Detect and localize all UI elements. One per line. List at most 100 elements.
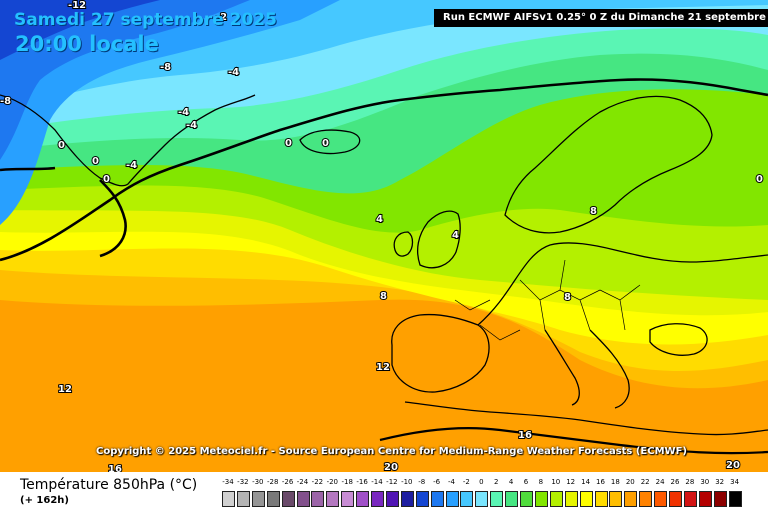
contour-label: 20 (384, 462, 398, 472)
legend-swatch (475, 491, 489, 507)
legend-tick-label: -16 (356, 478, 368, 486)
contour-label: 0 (92, 156, 99, 167)
legend-swatch (579, 491, 593, 507)
legend-tick-label: -14 (371, 478, 383, 486)
legend-swatch (728, 491, 742, 507)
legend-swatch (385, 491, 399, 507)
legend-tick-label: -12 (386, 478, 398, 486)
legend-swatch (698, 491, 712, 507)
legend-swatch (222, 491, 235, 507)
legend-tick-label: 14 (581, 478, 591, 486)
contour-label: -2 (216, 12, 227, 23)
copyright-notice: Copyright © 2025 Meteociel.fr - Source E… (96, 446, 687, 457)
legend-tick-label: -10 (401, 478, 413, 486)
legend-tick-label: -34 (222, 478, 234, 486)
legend-tick-label: -26 (281, 478, 294, 486)
legend-tick-label: 4 (508, 478, 514, 486)
forecast-date: Samedi 27 septembre 2025 (14, 10, 277, 30)
color-band-minus12 (0, 0, 160, 60)
black-sea-coast (649, 323, 708, 356)
contour-label: -8 (0, 96, 11, 107)
legend-tick-label: 34 (730, 478, 740, 486)
legend-tick-label: -18 (341, 478, 353, 486)
contour-label: 8 (380, 291, 387, 302)
legend-tick-label: 2 (493, 478, 499, 486)
contour-label: 0 (58, 140, 65, 151)
temperature-map: -12 -2 -8 -4 -4 -4 -4 0 0 0 0 0 0 4 4 8 … (0, 0, 768, 472)
balkans-coast (589, 329, 630, 409)
contour-label: 0 (285, 138, 292, 149)
legend-tick-label: 0 (479, 478, 484, 486)
legend-swatch (564, 491, 578, 507)
greenland-coast (0, 94, 256, 187)
legend-swatch (326, 491, 340, 507)
color-band-minus8 (0, 0, 250, 160)
legend-tick-label: 12 (566, 478, 576, 486)
legend-swatch (490, 491, 504, 507)
contour-label: 8 (564, 292, 571, 303)
color-legend: -34 -32 -30 -28 -26 -24 -22 -20 -18 -16 -14 -12 -10-… (222, 478, 752, 508)
lead-time: (+ 162h) (20, 495, 69, 506)
contour-label: -4 (228, 67, 239, 78)
forecast-time: 20:00 locale (15, 32, 159, 56)
contour-label: -4 (178, 107, 189, 118)
legend-tick-label: -24 (296, 478, 309, 486)
legend-tick-label: 6 (523, 478, 529, 486)
legend-tick-label: 28 (685, 478, 695, 486)
contour-label: 0 (756, 174, 763, 185)
italy-coast (544, 329, 580, 406)
legend-tick-label: 30 (700, 478, 710, 486)
legend-tick-label: -4 (448, 478, 455, 486)
contour-label: -4 (126, 160, 137, 171)
legend-swatch (251, 491, 265, 507)
legend-tick-label: 26 (670, 478, 680, 486)
iberia-coast (391, 313, 490, 393)
legend-tick-label: 16 (596, 478, 605, 486)
model-run-info: Run ECMWF AIFSv1 0.25° 0 Z du Dimanche 2… (434, 9, 768, 27)
legend-tick-label: -20 (326, 478, 339, 486)
legend-swatch (654, 491, 668, 507)
contour-label: 4 (452, 230, 459, 241)
isotherm-16 (379, 426, 768, 455)
isotherm-0-west (0, 166, 56, 172)
legend-swatch (683, 491, 697, 507)
contour-label: 16 (518, 430, 532, 441)
legend-swatch (669, 491, 682, 507)
legend-tick-label: 8 (538, 478, 544, 486)
scandinavia-coast (504, 95, 713, 234)
legend-swatch (400, 491, 414, 507)
isotherm-0-bay (99, 179, 127, 258)
contour-label: 0 (322, 138, 329, 149)
legend-swatch (549, 491, 563, 507)
legend-swatch (594, 491, 608, 507)
ireland-coast (393, 231, 414, 257)
legend-swatch (415, 491, 429, 507)
legend-swatch (430, 491, 444, 507)
iceland-coast (299, 129, 361, 155)
legend-swatch (520, 491, 533, 507)
contour-label: 20 (726, 460, 740, 471)
contour-label: 0 (103, 174, 110, 185)
parameter-title: Température 850hPa (°C) (20, 477, 198, 493)
legend-swatch (713, 491, 727, 507)
legend-swatch (609, 491, 623, 507)
legend-swatch (356, 491, 370, 507)
contour-label: -4 (186, 120, 197, 131)
legend-swatch (505, 491, 519, 507)
legend-swatch (460, 491, 474, 507)
legend-tick-label: -6 (433, 478, 441, 486)
north-africa-coast (404, 401, 768, 436)
legend-tick-label: 18 (610, 478, 620, 486)
legend-tick-label: 20 (625, 478, 635, 486)
legend-tick-label: -30 (252, 478, 264, 486)
color-band-minus4 (0, 0, 340, 225)
legend-tick-label: 32 (715, 478, 725, 486)
isotherm-0 (0, 78, 768, 262)
legend-swatch (266, 491, 280, 507)
legend-swatch (534, 491, 548, 507)
contour-label: 12 (58, 384, 72, 395)
legend-tick-label: -22 (311, 478, 324, 486)
legend-swatch (445, 491, 459, 507)
legend-swatch (311, 491, 325, 507)
